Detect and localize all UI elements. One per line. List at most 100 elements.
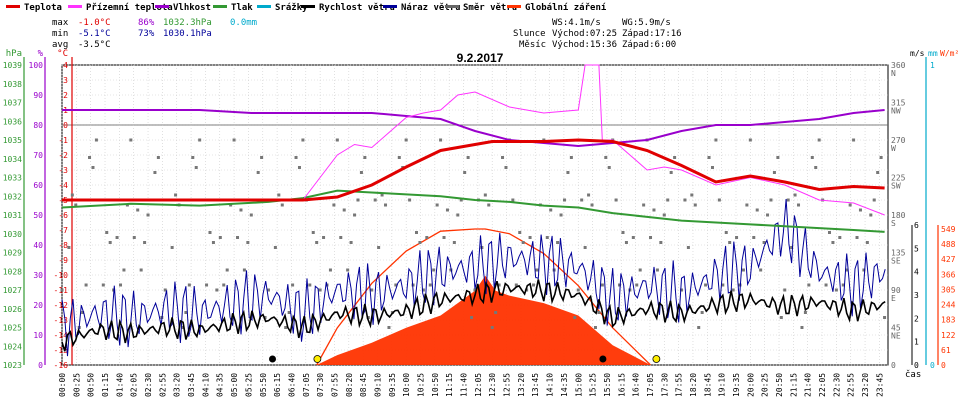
- degc-tick: -15: [54, 346, 69, 355]
- legend-swatch: [68, 5, 82, 8]
- pct-tick: 10: [33, 331, 43, 340]
- dir-tick: 315: [891, 99, 906, 108]
- wind-dir-point: [814, 166, 818, 169]
- wind-dir-point: [852, 138, 856, 142]
- x-tick-label: 03:20: [173, 373, 182, 397]
- wind-dir-point: [311, 231, 315, 234]
- stat-min-press: 1030.1hPa: [163, 29, 212, 39]
- legend-label: Globální záření: [525, 3, 607, 13]
- wind-dir-point: [470, 316, 474, 319]
- degc-tick: -13: [54, 316, 69, 325]
- hpa-tick: 1036: [3, 117, 22, 126]
- ms-tick: 2: [914, 314, 919, 323]
- pct-tick: 70: [33, 151, 43, 160]
- wind-dir-point: [143, 241, 147, 244]
- x-tick-label: 06:40: [287, 373, 296, 397]
- wind-dir-point: [504, 166, 508, 169]
- dir-tick-dir: E: [891, 294, 896, 303]
- x-tick-label: 09:35: [388, 373, 397, 397]
- wind-dir-point: [562, 198, 566, 202]
- wind-dir-point: [576, 288, 580, 292]
- wind-dir-point: [683, 198, 687, 202]
- info-sun-rise: Východ:07:25: [552, 29, 617, 39]
- dir-tick-dir: NE: [891, 332, 901, 341]
- x-tick-label: 10:00: [402, 373, 411, 397]
- x-tick-label: 15:25: [589, 373, 598, 397]
- wind-dir-point: [349, 241, 353, 244]
- wind-dir-point: [452, 241, 456, 244]
- wind-dir-point: [724, 231, 728, 234]
- dir-tick-dir: SE: [891, 257, 901, 266]
- wind-dir-point: [800, 326, 804, 329]
- pct-tick: 20: [33, 301, 43, 310]
- x-tick-label: 16:40: [632, 373, 641, 397]
- wind-dir-point: [297, 166, 301, 169]
- x-tick-label: 22:55: [847, 373, 856, 397]
- wind-dir-point: [287, 311, 291, 314]
- wind-dir-point: [273, 246, 277, 249]
- wind-dir-point: [490, 326, 494, 329]
- wind-dir-point: [752, 236, 756, 239]
- wind-dir-point: [463, 171, 467, 174]
- wind-dir-point: [838, 236, 842, 239]
- wind-dir-point: [404, 138, 408, 142]
- wind-dir-point: [198, 138, 202, 142]
- legend: Teplota Přízemní teplota Vlhkost Tlak Srážky…: [6, 2, 607, 13]
- x-tick-label: 12:30: [488, 373, 497, 397]
- info-moon-rise: Východ:15:36: [552, 40, 617, 50]
- pct-tick: 100: [29, 61, 44, 70]
- wind-dir-point: [858, 208, 862, 212]
- wind-dir-point: [776, 156, 780, 159]
- wind-dir-point: [869, 213, 873, 217]
- hpa-tick: 1023: [3, 361, 22, 370]
- wind-dir-point: [218, 236, 222, 239]
- wind-dir-point: [294, 156, 298, 159]
- dir-tick: 45: [891, 324, 901, 333]
- degc-tick: -1: [58, 136, 68, 145]
- wind-dir-point: [556, 241, 560, 244]
- degc-tick: -8: [58, 241, 68, 250]
- wind-dir-point: [81, 311, 85, 314]
- wind-dir-point: [236, 236, 240, 239]
- dir-tick-dir: SW: [891, 182, 901, 191]
- x-tick-label: 06:15: [273, 373, 282, 397]
- wind-dir-point: [280, 203, 284, 207]
- wind-dir-point: [790, 246, 794, 249]
- hpa-tick: 1030: [3, 230, 22, 239]
- wind-dir-point: [346, 268, 350, 272]
- wind-dir-point: [263, 316, 267, 319]
- x-tick-label: 03:45: [187, 373, 196, 397]
- wind-dir-point: [535, 268, 539, 272]
- wind-dir-point: [353, 213, 357, 217]
- wind-dir-point: [810, 156, 814, 159]
- wind-dir-point: [728, 241, 732, 244]
- pct-tick: 90: [33, 91, 43, 100]
- stat-min-hum: 73%: [138, 29, 155, 39]
- wind-dir-point: [394, 283, 398, 287]
- wind-dir-point: [614, 198, 618, 202]
- x-tick-label: 00:50: [87, 373, 96, 397]
- wind-dir-point: [315, 241, 319, 244]
- wind-dir-point: [573, 316, 577, 319]
- wind-dir-point: [707, 156, 711, 159]
- legend-swatch: [257, 5, 271, 8]
- stat-max-temp: -1.0°C: [78, 18, 111, 28]
- wind-dir-point: [779, 316, 783, 319]
- degc-tick: -7: [58, 226, 68, 235]
- wind-dir-point: [146, 213, 150, 217]
- x-tick-label: 16:15: [617, 373, 626, 397]
- wind-dir-point: [879, 156, 883, 159]
- wind-dir-point: [693, 203, 697, 207]
- x-tick-label: 07:30: [316, 373, 325, 397]
- x-tick-label: 07:55: [330, 373, 339, 397]
- legend-label: Přízemní teplota: [86, 3, 173, 13]
- wind-dir-point: [225, 268, 229, 272]
- wm2-tick: 427: [941, 255, 956, 264]
- wind-dir-point: [119, 283, 123, 287]
- wind-dir-point: [666, 198, 670, 202]
- svg-text:max: max: [52, 18, 69, 28]
- wind-dir-point: [662, 213, 666, 217]
- hpa-axis-unit: hPa: [6, 49, 22, 59]
- legend-swatch: [383, 5, 397, 8]
- wm2-tick: 366: [941, 270, 956, 279]
